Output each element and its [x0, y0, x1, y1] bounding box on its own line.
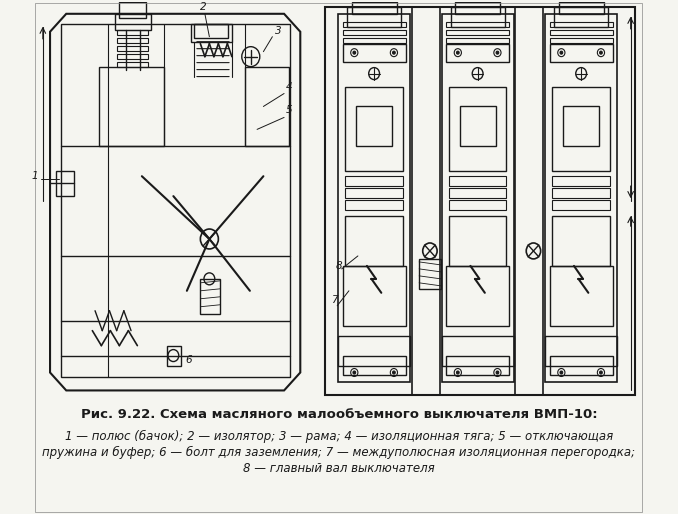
Bar — [446, 356, 509, 376]
Text: 5: 5 — [286, 105, 292, 116]
Bar — [550, 38, 613, 43]
Bar — [325, 7, 635, 395]
Bar — [460, 106, 496, 146]
Bar — [449, 188, 506, 198]
Circle shape — [456, 51, 459, 54]
Bar — [451, 7, 504, 27]
Bar — [449, 86, 506, 171]
Bar — [446, 30, 509, 35]
Bar — [449, 176, 506, 186]
Bar — [553, 86, 610, 171]
Circle shape — [496, 371, 499, 374]
Bar — [117, 38, 148, 43]
Text: 8: 8 — [336, 261, 342, 271]
Bar — [449, 216, 506, 266]
Bar — [191, 24, 232, 42]
Circle shape — [560, 371, 563, 374]
Bar — [345, 86, 403, 171]
Circle shape — [560, 51, 563, 54]
Bar — [545, 14, 617, 382]
Bar — [342, 22, 405, 27]
Bar — [117, 53, 148, 59]
Bar — [352, 2, 397, 14]
Bar — [446, 266, 509, 326]
Text: 1: 1 — [32, 171, 39, 181]
Circle shape — [456, 371, 459, 374]
Bar — [342, 266, 405, 326]
Text: 3: 3 — [275, 26, 282, 36]
Bar — [338, 14, 410, 382]
Text: 2: 2 — [201, 2, 207, 12]
Bar — [553, 200, 610, 210]
Text: 4: 4 — [286, 82, 292, 91]
Bar — [446, 38, 509, 43]
Text: пружина и буфер; 6 — болт для заземления; 7 — междуполюсная изоляционная перегор: пружина и буфер; 6 — болт для заземления… — [43, 446, 635, 460]
Bar — [455, 2, 500, 14]
Circle shape — [353, 51, 356, 54]
Circle shape — [599, 371, 602, 374]
Bar — [117, 62, 148, 67]
Bar — [117, 46, 148, 51]
Text: 1 — полюс (бачок); 2 — изолятор; 3 — рама; 4 — изоляционная тяга; 5 — отключающа: 1 — полюс (бачок); 2 — изолятор; 3 — рам… — [65, 430, 613, 444]
Bar — [446, 44, 509, 62]
Circle shape — [353, 371, 356, 374]
Text: 7: 7 — [331, 295, 338, 305]
Bar — [115, 14, 151, 30]
Bar — [342, 44, 405, 62]
Bar — [559, 2, 603, 14]
Bar — [342, 30, 405, 35]
Text: 6: 6 — [185, 355, 192, 364]
Bar — [550, 22, 613, 27]
Bar — [167, 345, 180, 365]
Bar — [201, 279, 220, 314]
Bar — [345, 188, 403, 198]
Text: 8 — главный вал выключателя: 8 — главный вал выключателя — [243, 462, 435, 475]
Bar — [441, 336, 514, 365]
Bar — [345, 176, 403, 186]
Bar — [449, 200, 506, 210]
Bar — [419, 259, 441, 289]
Bar — [345, 200, 403, 210]
Bar — [563, 106, 599, 146]
Bar — [342, 38, 405, 43]
Circle shape — [393, 371, 395, 374]
Bar — [550, 266, 613, 326]
Circle shape — [496, 51, 499, 54]
Bar — [550, 30, 613, 35]
Bar — [61, 24, 290, 377]
Bar — [356, 106, 392, 146]
Bar — [554, 7, 608, 27]
Circle shape — [393, 51, 395, 54]
Bar — [99, 67, 164, 146]
Bar — [545, 336, 617, 365]
Bar — [245, 67, 289, 146]
Bar — [345, 216, 403, 266]
Bar — [441, 14, 514, 382]
Bar — [119, 2, 146, 18]
Bar — [56, 171, 75, 196]
Bar — [550, 356, 613, 376]
Bar — [553, 188, 610, 198]
Bar — [342, 356, 405, 376]
Bar — [446, 22, 509, 27]
Bar — [553, 176, 610, 186]
Bar — [338, 336, 410, 365]
Bar — [194, 24, 228, 38]
Bar — [550, 44, 613, 62]
Bar — [553, 216, 610, 266]
Bar — [117, 30, 148, 35]
Bar — [347, 7, 401, 27]
Circle shape — [599, 51, 602, 54]
Text: Рис. 9.22. Схема масляного малообъемного выключателя ВМП-10:: Рис. 9.22. Схема масляного малообъемного… — [81, 409, 597, 421]
